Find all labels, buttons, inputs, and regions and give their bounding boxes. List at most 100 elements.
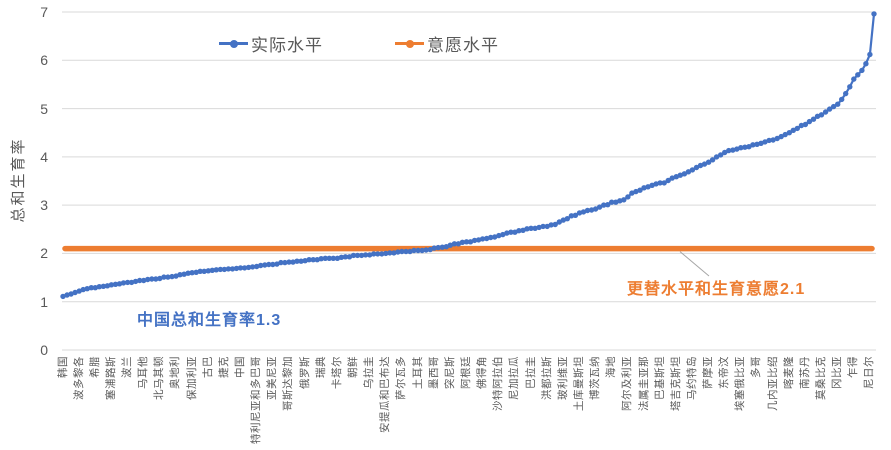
- data-point-marker: [806, 118, 813, 125]
- data-point-marker: [471, 237, 478, 244]
- legend-label-desired: 意愿水平: [427, 36, 499, 55]
- data-point-marker: [830, 103, 837, 110]
- data-point-marker: [229, 266, 236, 272]
- data-point-marker: [705, 159, 712, 165]
- data-point-marker: [528, 225, 534, 231]
- x-axis-label: 尼日尔: [863, 356, 876, 389]
- data-point-marker: [504, 230, 510, 236]
- data-point-marker: [681, 171, 688, 177]
- legend-item-actual: 实际水平: [219, 31, 323, 56]
- data-point-marker: [310, 257, 316, 263]
- data-point-marker: [689, 167, 696, 173]
- actual-level-line: [62, 13, 876, 298]
- y-tick-label: 1: [40, 293, 48, 310]
- x-axis-label: 俄罗斯: [298, 356, 311, 389]
- data-point-marker: [657, 180, 663, 186]
- data-point-marker: [564, 216, 570, 222]
- data-point-marker: [746, 144, 752, 150]
- data-point-marker: [157, 275, 163, 282]
- data-point-marker: [205, 268, 211, 274]
- x-axis-label: 波兰: [121, 356, 134, 378]
- data-point-marker: [189, 270, 195, 276]
- x-axis-label: 尼加拉瓜: [508, 356, 521, 400]
- x-axis-label: 埃塞俄比亚: [734, 356, 747, 411]
- data-point-marker: [399, 248, 405, 255]
- data-point-marker: [766, 137, 772, 144]
- data-point-marker: [112, 281, 119, 287]
- data-point-marker: [258, 262, 264, 269]
- data-point-marker: [282, 259, 288, 266]
- data-point-marker: [479, 236, 486, 242]
- x-axis-label: 东帝汶: [718, 356, 731, 389]
- y-tick-label: 5: [40, 100, 48, 117]
- data-point-marker: [855, 72, 861, 78]
- data-point-marker: [810, 116, 817, 122]
- x-axis-label: 哥斯达黎加: [282, 356, 295, 411]
- data-point-marker: [863, 61, 869, 67]
- x-axis-label: 奥地利: [169, 356, 182, 389]
- x-axis-label: 莫桑比克: [815, 356, 828, 400]
- data-point-marker: [609, 199, 615, 205]
- data-point-marker: [342, 254, 349, 260]
- data-point-marker: [322, 255, 328, 261]
- data-point-marker: [556, 219, 562, 225]
- x-axis-label: 朝鲜: [347, 356, 359, 378]
- legend-label-actual: 实际水平: [251, 36, 323, 55]
- data-point-marker: [169, 273, 175, 280]
- data-point-marker: [132, 278, 139, 285]
- data-point-marker: [726, 147, 732, 154]
- data-point-marker: [786, 130, 792, 136]
- data-point-marker: [713, 154, 720, 160]
- data-point-marker: [213, 267, 219, 273]
- x-axis-label: 几内亚比绍: [766, 356, 779, 411]
- x-axis-label: 塔吉克斯坦: [669, 356, 682, 411]
- data-point-marker: [286, 259, 292, 265]
- data-point-marker: [330, 255, 336, 261]
- data-point-marker: [237, 265, 244, 271]
- data-point-marker: [822, 109, 829, 115]
- x-axis-label: 土库曼斯坦: [572, 356, 585, 411]
- data-point-marker: [794, 125, 800, 132]
- data-point-marker: [185, 270, 191, 276]
- y-tick-label: 6: [40, 52, 48, 69]
- x-axis-label: 乍得: [847, 356, 860, 378]
- data-point-marker: [596, 204, 603, 210]
- data-point-marker: [770, 137, 776, 143]
- data-point-marker: [661, 180, 667, 186]
- x-axis-label: 洪都拉斯: [540, 356, 553, 400]
- data-point-marker: [60, 293, 66, 300]
- data-point-marker: [435, 244, 441, 251]
- y-tick-label: 4: [40, 148, 48, 165]
- data-point-marker: [568, 213, 575, 219]
- data-point-marker: [124, 279, 131, 286]
- data-point-marker: [685, 169, 692, 175]
- data-point-marker: [137, 277, 143, 284]
- x-axis-label: 波多黎各: [72, 356, 85, 400]
- data-point-marker: [447, 242, 453, 248]
- x-axis-label: 突尼斯: [443, 356, 456, 389]
- x-axis-label: 希腊: [88, 356, 101, 378]
- data-point-marker: [572, 212, 579, 218]
- data-point-marker: [637, 187, 643, 193]
- annotation-leader-line: [679, 251, 710, 277]
- x-axis-label: 沙特阿拉伯: [492, 356, 505, 411]
- data-point-marker: [645, 184, 651, 190]
- data-point-marker: [843, 90, 849, 97]
- x-axis-label: 佛得角: [476, 356, 489, 389]
- x-axis-label: 捷克: [217, 356, 230, 378]
- data-point-marker: [245, 264, 252, 271]
- data-point-marker: [467, 239, 474, 245]
- data-point-marker: [379, 251, 385, 257]
- x-axis-label: 马耳他: [137, 356, 150, 389]
- data-point-marker: [584, 207, 591, 214]
- data-point-marker: [165, 274, 171, 280]
- data-point-marker: [669, 175, 675, 181]
- actual-series-marker-icon: [219, 39, 248, 48]
- data-point-marker: [718, 152, 724, 158]
- data-point-marker: [701, 161, 708, 167]
- data-point-marker: [358, 252, 365, 259]
- data-point-marker: [548, 222, 554, 228]
- data-point-marker: [859, 67, 865, 74]
